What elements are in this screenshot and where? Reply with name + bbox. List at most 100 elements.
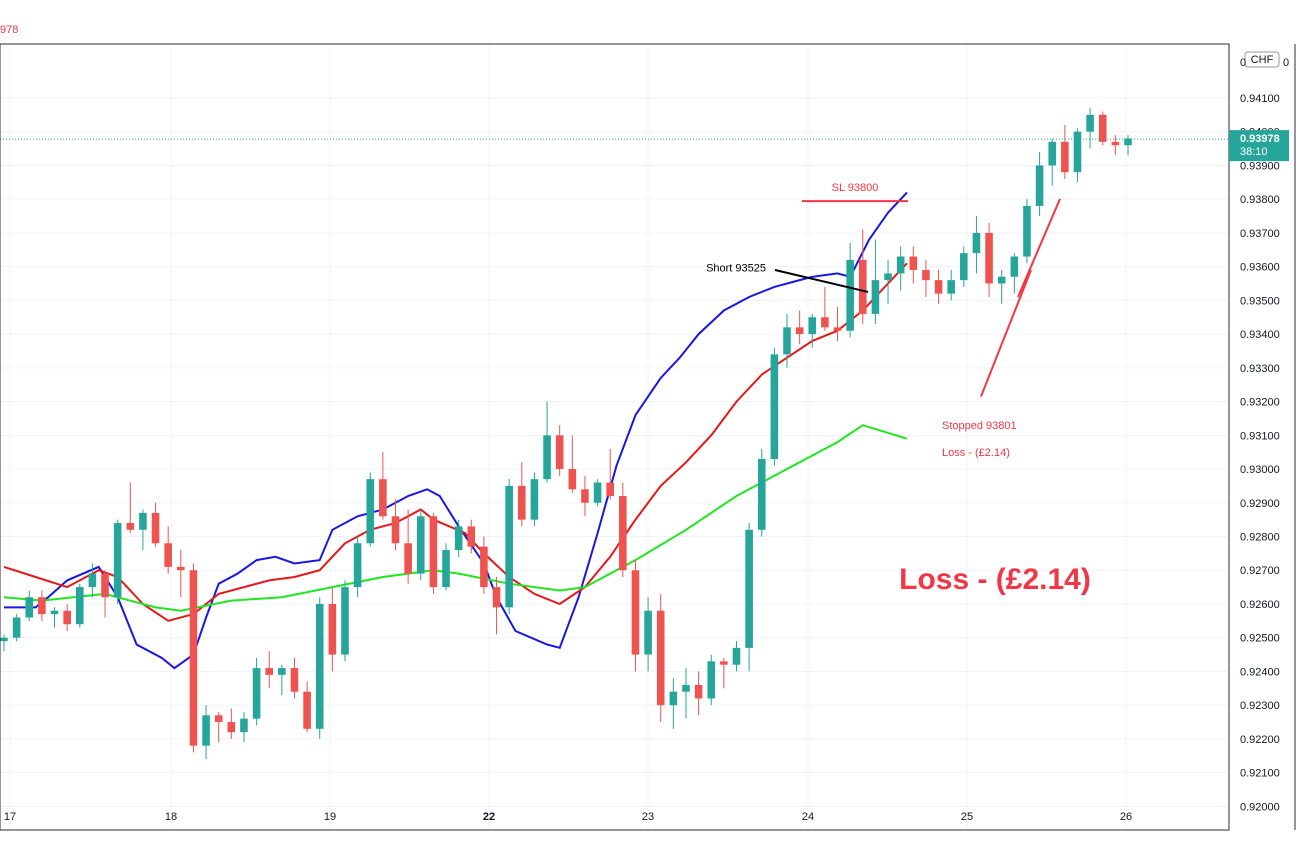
candle[interactable]	[265, 651, 274, 689]
candle[interactable]	[101, 570, 109, 618]
candle[interactable]	[505, 479, 513, 615]
candle[interactable]	[972, 216, 981, 274]
candle[interactable]	[126, 482, 135, 534]
candle[interactable]	[606, 448, 614, 500]
candle[interactable]	[113, 519, 122, 604]
candle[interactable]	[25, 590, 34, 621]
current-price-label: 0.93978	[1240, 133, 1280, 145]
candle[interactable]	[379, 452, 387, 520]
candle[interactable]	[783, 313, 791, 368]
candle[interactable]	[290, 657, 299, 699]
candle[interactable]	[682, 668, 690, 719]
candle[interactable]	[858, 229, 867, 324]
candle[interactable]	[1035, 151, 1044, 217]
candle[interactable]	[833, 307, 842, 341]
candle[interactable]	[1010, 253, 1019, 294]
candle[interactable]	[631, 560, 640, 672]
candle[interactable]	[1061, 124, 1069, 179]
candle[interactable]	[88, 563, 97, 598]
candle[interactable]	[555, 425, 564, 476]
candle[interactable]	[139, 509, 147, 551]
candle[interactable]	[177, 550, 185, 598]
candle[interactable]	[732, 641, 741, 672]
candle[interactable]	[50, 607, 59, 628]
candle[interactable]	[960, 246, 968, 287]
candle[interactable]	[315, 597, 324, 739]
candle[interactable]	[480, 536, 488, 594]
candle[interactable]	[227, 708, 236, 739]
candle[interactable]	[909, 246, 918, 284]
candle[interactable]	[644, 597, 652, 672]
candle[interactable]	[884, 259, 892, 304]
candle[interactable]	[353, 536, 362, 598]
candle[interactable]	[593, 479, 602, 507]
candle-body	[720, 661, 728, 665]
candle[interactable]	[997, 270, 1006, 304]
candle[interactable]	[871, 239, 880, 324]
candle[interactable]	[442, 543, 450, 591]
candle[interactable]	[1111, 135, 1120, 156]
candle[interactable]	[530, 472, 539, 527]
price-axis[interactable]: 0.941000.940000.939000.938000.937000.936…	[1240, 93, 1280, 813]
candle[interactable]	[821, 286, 829, 331]
candle[interactable]	[619, 482, 627, 577]
candle[interactable]	[707, 654, 716, 706]
candle[interactable]	[214, 711, 223, 743]
candle[interactable]	[543, 401, 551, 483]
candle[interactable]	[189, 563, 198, 753]
candle[interactable]	[366, 472, 375, 547]
candle[interactable]	[1023, 199, 1031, 264]
candle[interactable]	[770, 347, 779, 466]
candle[interactable]	[303, 681, 311, 733]
candle[interactable]	[202, 705, 210, 760]
candle[interactable]	[12, 614, 21, 642]
candle[interactable]	[1098, 111, 1107, 146]
candle[interactable]	[429, 512, 438, 594]
candle[interactable]	[808, 313, 817, 348]
candle[interactable]	[404, 509, 412, 584]
candle[interactable]	[0, 634, 8, 652]
candle[interactable]	[341, 580, 349, 662]
candle[interactable]	[240, 711, 248, 743]
candle[interactable]	[947, 270, 955, 301]
candle[interactable]	[656, 593, 665, 723]
candle[interactable]	[1086, 108, 1094, 149]
candle[interactable]	[1073, 128, 1082, 183]
candle[interactable]	[934, 270, 943, 304]
candle[interactable]	[164, 526, 172, 574]
candle[interactable]	[568, 435, 577, 493]
candle[interactable]	[416, 509, 425, 581]
candle-body	[101, 573, 109, 598]
candle[interactable]	[151, 502, 160, 547]
candle[interactable]	[252, 657, 261, 726]
candle[interactable]	[391, 499, 400, 551]
candle[interactable]	[63, 603, 71, 631]
candle[interactable]	[328, 587, 337, 672]
candle[interactable]	[896, 246, 905, 291]
candle[interactable]	[757, 448, 766, 537]
candle[interactable]	[669, 678, 678, 729]
candle[interactable]	[454, 519, 463, 557]
candle[interactable]	[467, 519, 476, 554]
candle[interactable]	[581, 475, 589, 517]
candle[interactable]	[492, 576, 501, 635]
candle-body	[290, 668, 299, 692]
candle-body	[151, 512, 160, 544]
candle[interactable]	[38, 590, 46, 621]
candle[interactable]	[720, 657, 728, 689]
candle[interactable]	[745, 523, 753, 672]
candles[interactable]	[0, 108, 1132, 760]
candle[interactable]	[922, 259, 930, 298]
candle[interactable]	[795, 310, 804, 345]
candle[interactable]	[278, 664, 286, 696]
time-axis[interactable]: 17 18 19 22 23 24 25 26	[4, 811, 1132, 823]
candle[interactable]	[694, 671, 703, 716]
candle[interactable]	[1048, 138, 1057, 186]
candle[interactable]	[518, 462, 526, 527]
candle[interactable]	[1124, 135, 1132, 156]
candle[interactable]	[75, 583, 84, 628]
symbol-price-fragment: 978	[0, 24, 18, 36]
candle[interactable]	[846, 243, 854, 338]
candle[interactable]	[985, 222, 993, 298]
